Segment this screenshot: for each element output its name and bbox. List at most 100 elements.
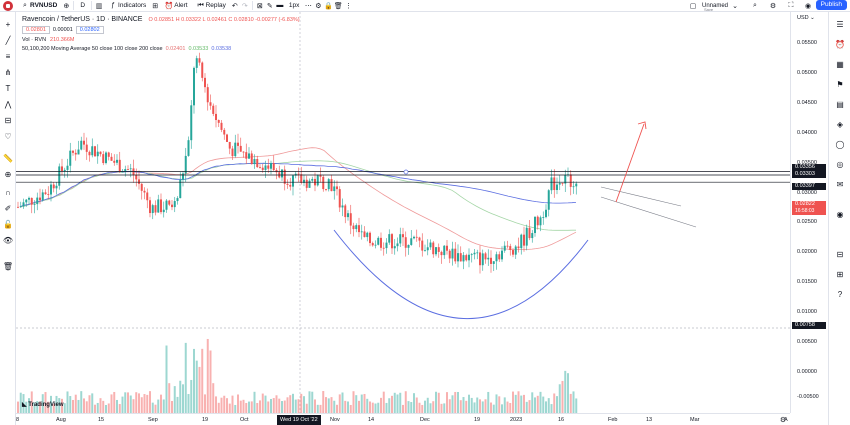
user-avatar[interactable] — [3, 0, 13, 11]
camera-icon[interactable]: ◉ — [804, 3, 812, 10]
zoom-in-icon[interactable]: ⊕ — [4, 169, 12, 179]
dom-icon[interactable]: ⊟ — [836, 249, 844, 259]
calendar-icon[interactable]: ▤ — [836, 99, 844, 109]
time-axis[interactable]: 8 Aug 15 Sep 19 Oct Nov 14 Dec 19 2023 16 Feb 13 Mar A … — [16, 413, 790, 425]
redo-icon[interactable]: ↷ — [241, 2, 248, 10]
horizontal-lines-icon[interactable]: ≡ — [5, 51, 11, 61]
price-axis[interactable]: USD ⌄ 0.05500 0.05000 0.04500 0.04000 0.0350… — [790, 12, 828, 413]
candle-body — [41, 192, 44, 201]
watchlist-icon[interactable]: ☰ — [836, 19, 844, 29]
compare-icon[interactable]: ⊕ — [63, 2, 70, 10]
chat-icon[interactable]: ◯ — [835, 139, 845, 149]
trend-line-icon[interactable]: ╱ — [5, 35, 11, 45]
gear-icon[interactable]: ⚙ — [769, 3, 777, 10]
heart-icon[interactable]: ♡ — [4, 131, 12, 141]
volume-bar — [380, 397, 382, 413]
trash-icon[interactable]: 🗑 — [333, 2, 343, 10]
volume-bar — [206, 338, 209, 413]
indicators-button[interactable]: ƒ Indicators — [104, 0, 150, 12]
goto-date-icon[interactable]: ⚙ — [779, 417, 787, 424]
data-window-icon[interactable]: ▦ — [836, 59, 844, 69]
candle-body — [514, 246, 517, 255]
layout-name-button[interactable]: ▢ Unnamed Save ⌄ — [688, 0, 740, 12]
bid-box[interactable]: 0.02801 — [22, 26, 50, 34]
text-icon[interactable]: T — [5, 83, 11, 93]
object-tree-icon[interactable]: ⊞ — [836, 269, 844, 279]
candle-body — [446, 245, 448, 251]
lock-icon[interactable]: 🔒 — [323, 2, 333, 10]
indicators-icon: ƒ — [111, 2, 115, 9]
replay-button[interactable]: ⏮ Replay — [192, 0, 230, 12]
ruler-icon[interactable]: 📏 — [3, 153, 13, 163]
candle-body — [360, 231, 363, 233]
candle-body — [305, 179, 308, 188]
candle-body — [33, 204, 36, 205]
pencil-lock-icon[interactable]: ✐ — [4, 203, 12, 213]
alerts-icon[interactable]: ⏰ — [835, 39, 845, 49]
streams-icon[interactable]: ◎ — [836, 159, 844, 169]
trend-line-lower[interactable] — [600, 196, 697, 228]
volume-bar — [85, 401, 88, 413]
templates-icon[interactable]: ⊞ — [152, 2, 159, 10]
ideas-icon[interactable]: ◈ — [836, 119, 844, 129]
volume-bar — [415, 397, 418, 413]
chart-legend: Ravencoin / TetherUS · 1D · BINANCE O 0.… — [22, 16, 300, 52]
pitchfork-icon[interactable]: ⋔ — [4, 67, 12, 77]
trash-icon[interactable]: 🗑 — [2, 261, 14, 271]
candle-body — [564, 174, 567, 184]
candle-body — [99, 151, 102, 155]
more-icon[interactable]: ⋮ — [344, 2, 352, 10]
fullscreen-icon[interactable]: ⛶ — [788, 2, 794, 9]
volume-bar — [523, 394, 525, 413]
volume-bar — [531, 392, 534, 413]
volume-bar — [569, 393, 572, 413]
alert-button[interactable]: ⏰ Alert — [160, 0, 191, 12]
quick-search-icon[interactable]: ⌕ — [753, 2, 757, 9]
lock-drawings-icon[interactable]: 🔓 — [3, 219, 13, 229]
candle-body — [377, 237, 380, 245]
volume-bar — [363, 393, 366, 413]
help-icon[interactable]: ? — [837, 289, 843, 299]
volume-bar — [209, 350, 212, 413]
candle-body — [399, 234, 402, 244]
hotlist-icon[interactable]: ⚑ — [836, 79, 844, 89]
settings-icon[interactable]: ⚙ — [315, 2, 322, 10]
undo-icon[interactable]: ↶ — [231, 2, 238, 10]
candle-body — [311, 178, 314, 181]
line-color-icon[interactable]: ▬ — [276, 2, 284, 9]
notifications-icon[interactable]: ✉ — [836, 179, 844, 189]
interval-button[interactable]: D — [80, 2, 86, 9]
candle-body — [413, 236, 415, 239]
rounded-bottom-arc[interactable] — [333, 229, 589, 319]
candle-body — [187, 140, 190, 156]
magnet-icon[interactable]: ∩ — [5, 187, 11, 197]
projection-arrow-line[interactable] — [615, 123, 645, 203]
user-drawings[interactable] — [16, 121, 790, 319]
eye-icon[interactable]: 👁 — [2, 235, 14, 245]
bar-style-icon[interactable]: ▥ — [95, 2, 103, 10]
drawing-toolbar-icon[interactable]: ⊠ — [256, 2, 263, 10]
broadcast-icon[interactable]: ◉ — [836, 209, 844, 219]
volume-bar — [173, 386, 176, 413]
projection-arrow-head[interactable] — [637, 121, 647, 130]
pen-icon[interactable]: ✎ — [266, 2, 273, 10]
price-chart[interactable] — [16, 12, 790, 413]
drawing-anchor-point[interactable] — [403, 169, 409, 175]
crosshair-icon[interactable]: + — [5, 19, 11, 29]
candle-body — [484, 253, 487, 260]
ma-legend: 50,100,200 Moving Average 50 close 100 c… — [22, 46, 300, 52]
candle-body — [28, 197, 30, 200]
symbol-search-button[interactable]: ⌕ RVNUSD — [16, 0, 61, 12]
ask-box[interactable]: 0.02802 — [75, 26, 104, 34]
currency-label[interactable]: USD ⌄ — [797, 15, 815, 21]
trend-line-upper[interactable] — [600, 186, 682, 207]
candle-body — [223, 129, 226, 135]
prediction-icon[interactable]: ⊟ — [4, 115, 12, 125]
line-style-icon[interactable]: ⋯ — [304, 2, 312, 10]
candle-body — [44, 192, 47, 195]
publish-button[interactable]: Publish — [815, 0, 847, 10]
volume-bar — [267, 401, 270, 413]
line-width-select[interactable]: 1px — [288, 2, 300, 9]
pattern-icon[interactable]: ⋀ — [4, 99, 12, 109]
candle-body — [542, 217, 545, 218]
